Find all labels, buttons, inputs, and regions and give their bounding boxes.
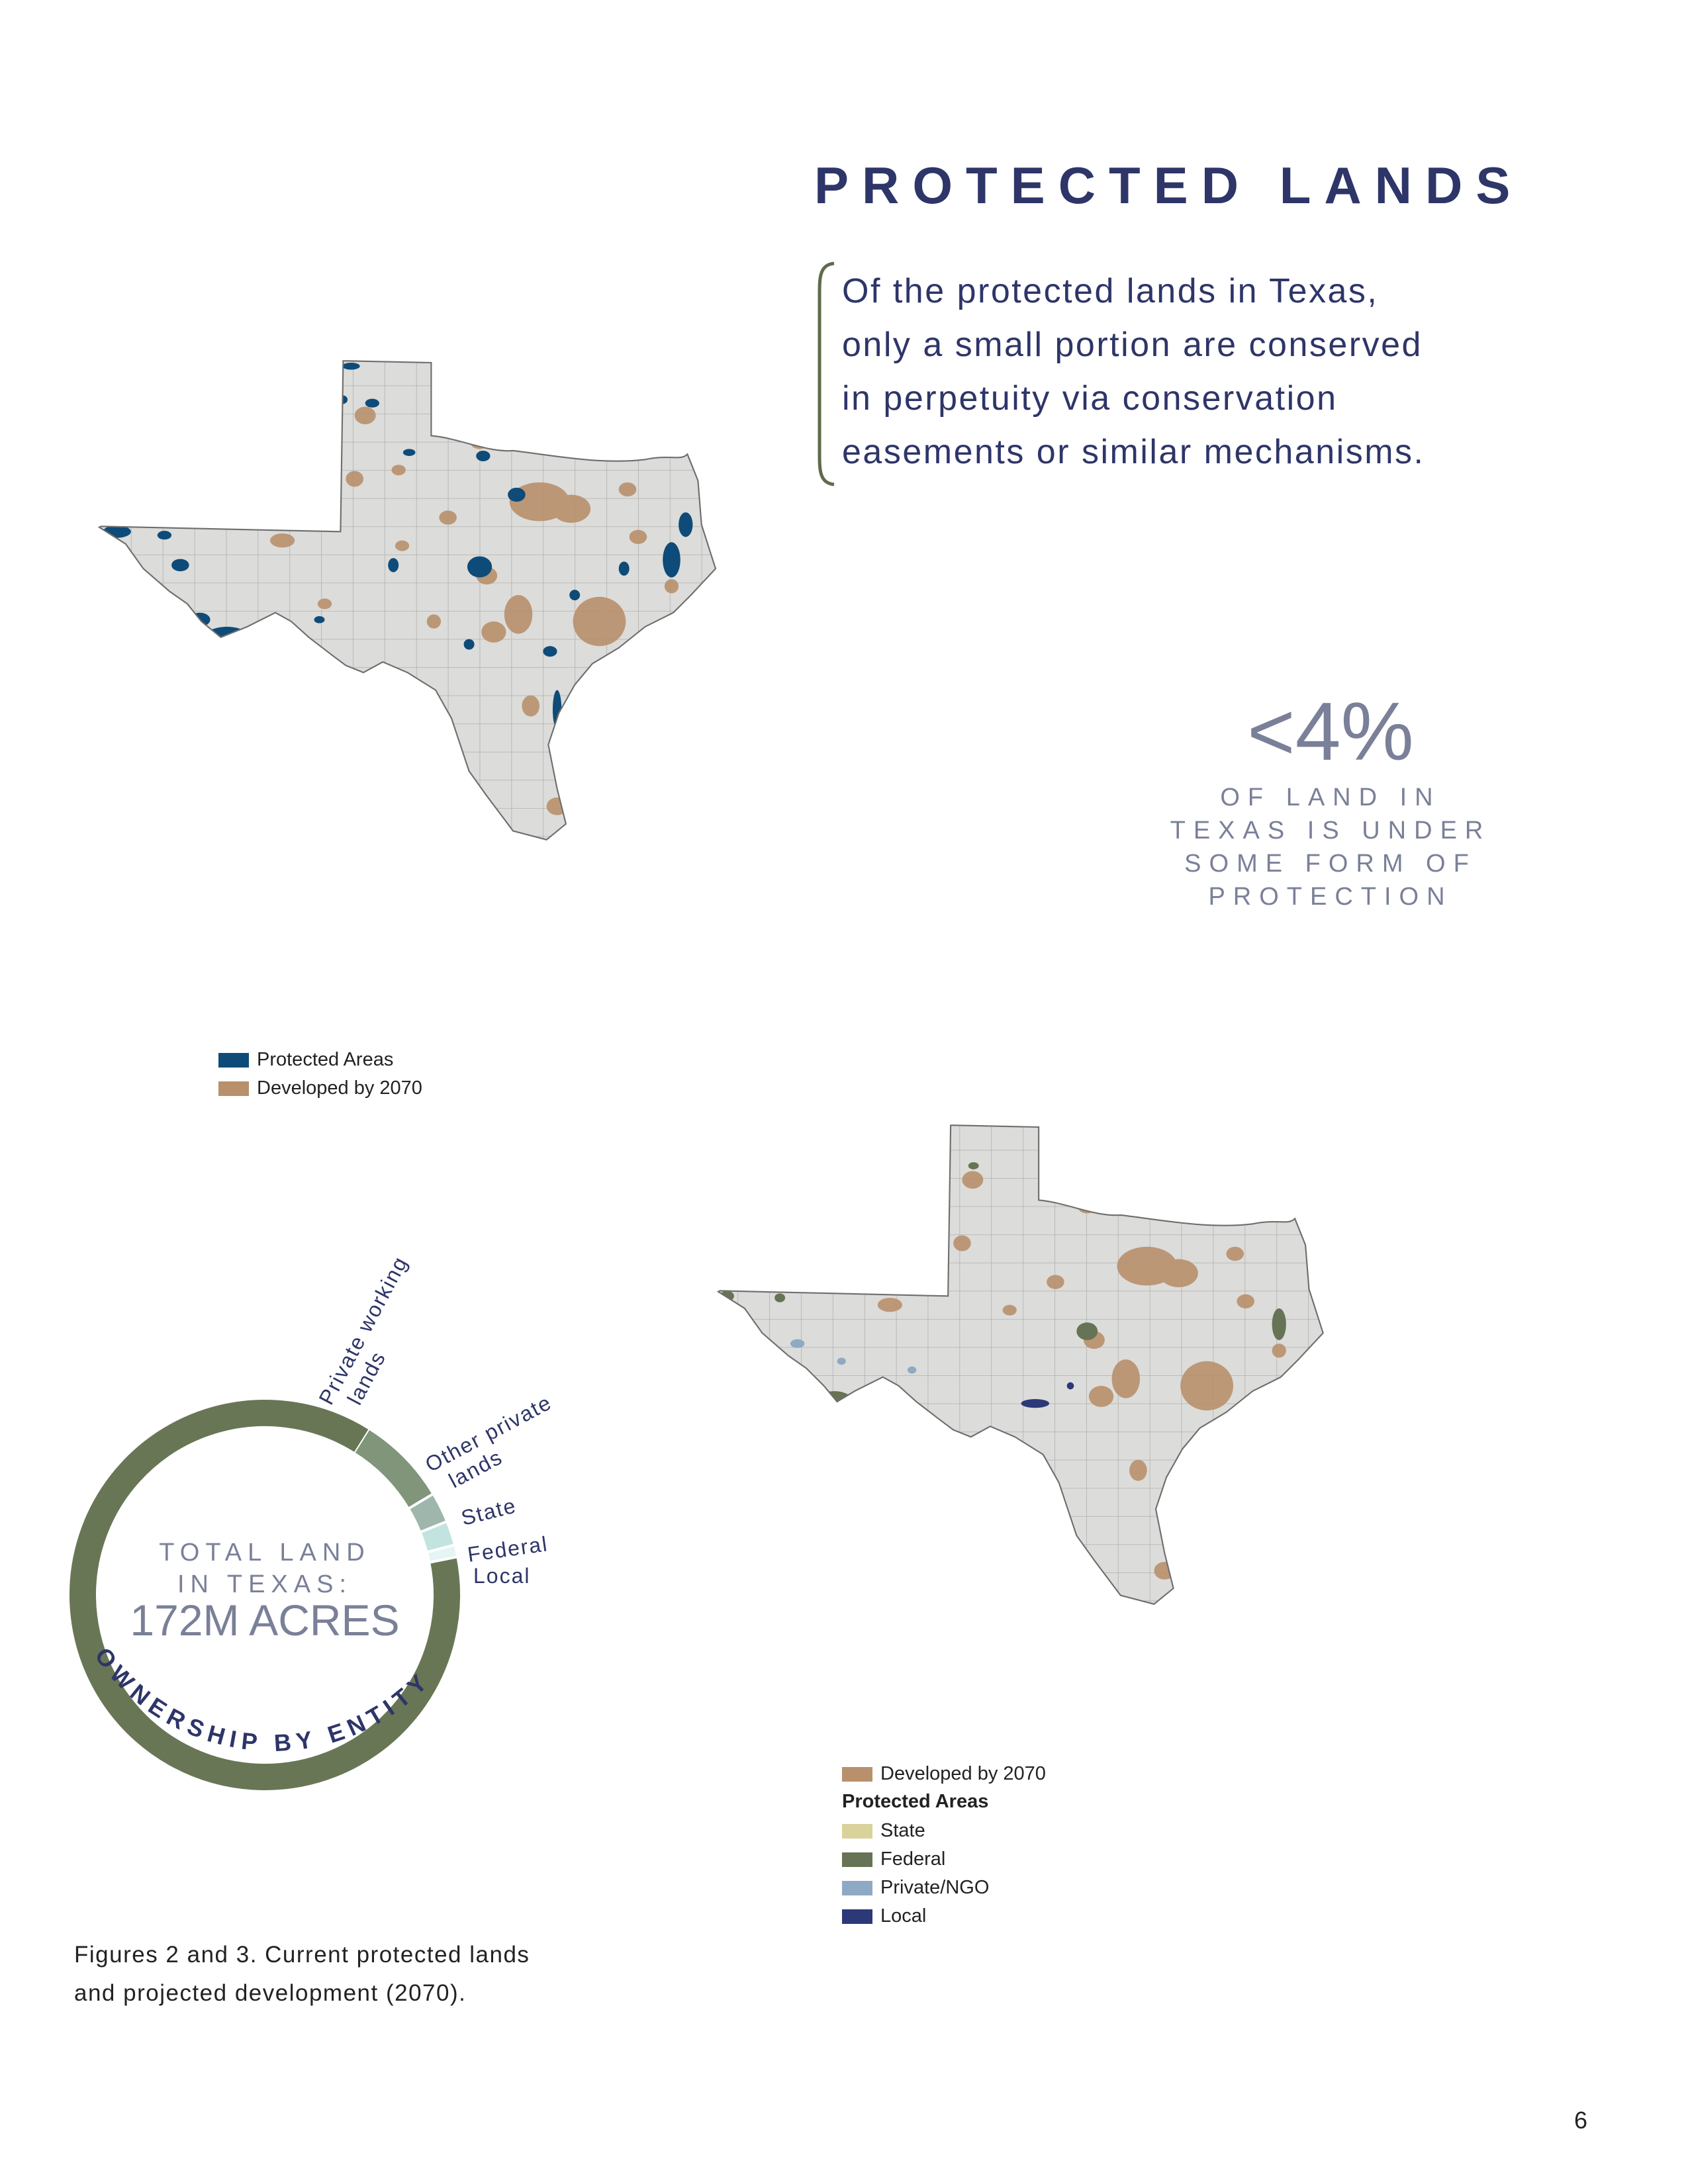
legend-label: Federal: [880, 1848, 946, 1870]
donut-separator: [426, 1543, 455, 1554]
donut-segment-label: Federal: [466, 1531, 549, 1567]
donut-segment: [70, 1400, 460, 1790]
donut-segment: [353, 1429, 432, 1508]
legend-item: Developed by 2070: [842, 1763, 1046, 1785]
quote-line: Of the protected lands in Texas,: [842, 272, 1379, 310]
legend-swatch: [842, 1880, 872, 1895]
texas-map-protected-by-type: [717, 1124, 1324, 1605]
texas-map-protected-areas: [98, 360, 717, 841]
donut-label-line: Federal: [466, 1531, 549, 1567]
legend-label: Local: [880, 1905, 927, 1927]
legend-item: State: [842, 1820, 925, 1842]
legend-item: Developed by 2070: [218, 1077, 422, 1099]
legend-label: Developed by 2070: [257, 1077, 422, 1099]
quote-line: only a small portion are conserved: [842, 326, 1423, 364]
donut-separator: [428, 1555, 458, 1564]
caption-line: Figures 2 and 3. Current protected lands: [74, 1942, 530, 1968]
legend-swatch: [842, 1909, 872, 1924]
pull-quote: Of the protected lands in Texas, only a …: [842, 265, 1570, 479]
donut-segment-label: Local: [473, 1564, 531, 1588]
donut-separator: [352, 1428, 371, 1454]
legend-item: Protected Areas: [218, 1049, 393, 1071]
stat-line: PROTECTION: [1208, 883, 1453, 911]
legend-swatch: [218, 1052, 249, 1068]
quote-line: easements or similar mechanisms.: [842, 433, 1425, 471]
legend-heading: Protected Areas: [842, 1791, 989, 1812]
caption-line: and projected development (2070).: [74, 1980, 467, 2006]
donut-label-line: Local: [473, 1564, 531, 1588]
quote-line: in perpetuity via conservation: [842, 379, 1338, 418]
legend-swatch: [218, 1081, 249, 1096]
donut-segment-label: Private workinglands: [314, 1252, 434, 1420]
donut-segment: [409, 1494, 446, 1532]
donut-separator: [419, 1520, 448, 1534]
donut-segment-label: State: [459, 1493, 519, 1529]
figure-caption: Figures 2 and 3. Current protected lands…: [74, 1936, 530, 2013]
donut-center-label: TOTAL LAND IN TEXAS:: [132, 1537, 397, 1600]
donut-segment: [421, 1522, 454, 1553]
donut-separator: [407, 1492, 434, 1510]
donut-center-line: TOTAL LAND: [159, 1539, 371, 1567]
legend-item: Federal: [842, 1848, 945, 1870]
page-number: 6: [1574, 2107, 1588, 2134]
legend-swatch: [842, 1852, 872, 1867]
legend-label: Protected Areas: [257, 1049, 394, 1070]
legend-item: Local: [842, 1905, 926, 1927]
stat-line: TEXAS IS UNDER: [1170, 817, 1491, 844]
page-title: PROTECTED LANDS: [814, 156, 1524, 214]
donut-segment-label: Other privatelands: [421, 1390, 567, 1498]
stat-value: <4%: [1247, 686, 1414, 778]
legend-item: Private/NGO: [842, 1877, 989, 1899]
legend-swatch: [842, 1823, 872, 1839]
legend-label: State: [880, 1820, 925, 1841]
legend-label: Developed by 2070: [880, 1763, 1046, 1784]
donut-center-value: 172M ACRES: [130, 1596, 400, 1645]
quote-bracket: [818, 261, 835, 486]
stat-description: OF LAND IN TEXAS IS UNDER SOME FORM OF P…: [1152, 781, 1509, 913]
stat-line: SOME FORM OF: [1184, 850, 1477, 878]
stat-line: OF LAND IN: [1220, 784, 1441, 811]
donut-center-line: IN TEXAS:: [177, 1570, 353, 1598]
donut-segments: [70, 1400, 460, 1790]
donut-segment: [428, 1545, 457, 1563]
legend-label: Private/NGO: [880, 1877, 990, 1898]
donut-label-line: State: [459, 1493, 519, 1529]
legend-swatch: [842, 1766, 872, 1782]
